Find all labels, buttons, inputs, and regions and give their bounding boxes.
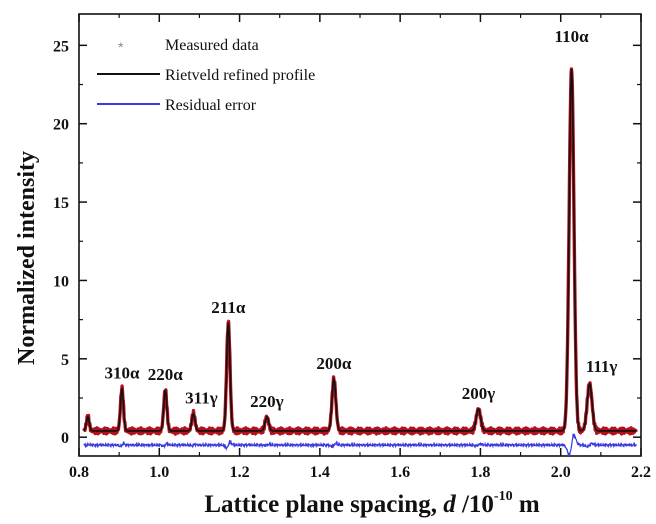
plot-frame <box>78 13 642 457</box>
y-tick-label: 25 <box>53 38 69 55</box>
peak-label: 220γ <box>250 392 284 411</box>
x-axis-title-unit: /10 <box>456 491 494 518</box>
x-tick-label: 2.0 <box>551 464 571 481</box>
series-measured-data <box>82 67 638 436</box>
x-axis-title: Lattice plane spacing, d /10-10 m <box>204 489 540 518</box>
legend-label-measured: Measured data <box>165 37 259 54</box>
y-tick-label: 15 <box>53 195 69 212</box>
y-tick-label: 20 <box>53 117 69 134</box>
x-axis-title-variable: d <box>443 491 456 518</box>
peak-label: 310α <box>104 364 140 383</box>
series-group <box>82 67 638 456</box>
x-axis-title-unit-suffix: m <box>513 491 540 518</box>
y-tick-label: 0 <box>61 430 69 447</box>
y-tick-label: 5 <box>61 352 69 369</box>
legend-label-residual: Residual error <box>165 97 257 114</box>
x-tick-label: 1.6 <box>390 464 410 481</box>
legend: * Measured data Rietveld refined profile… <box>97 37 315 114</box>
x-tick-label: 1.4 <box>310 464 330 481</box>
x-axis-title-exponent: -10 <box>494 489 513 504</box>
x-tick-label: 2.2 <box>631 464 651 481</box>
x-axis-title-main: Lattice plane spacing, <box>204 491 443 518</box>
x-tick-label: 1.8 <box>470 464 490 481</box>
legend-marker-measured: * <box>118 39 124 55</box>
series-rietveld-profile <box>83 68 637 432</box>
peak-label: 200γ <box>462 384 496 403</box>
y-axis-title: Normalized intensity <box>14 151 40 365</box>
peak-label: 311γ <box>185 389 218 408</box>
y-axis: 0 5 10 15 20 25 <box>53 38 641 447</box>
x-tick-label: 1.2 <box>230 464 250 481</box>
peak-label: 220α <box>148 365 184 384</box>
peak-label: 110α <box>555 27 590 46</box>
series-residual-error <box>83 432 637 456</box>
peak-label: 200α <box>316 354 352 373</box>
x-tick-label: 0.8 <box>69 464 89 481</box>
legend-label-profile: Rietveld refined profile <box>165 67 315 84</box>
x-tick-label: 1.0 <box>149 464 169 481</box>
peak-label: 111γ <box>586 357 618 376</box>
peak-label: 211α <box>211 298 246 317</box>
x-axis: 0.8 1.0 1.2 1.4 1.6 1.8 2.0 2.2 <box>69 14 651 481</box>
y-tick-label: 10 <box>53 273 69 290</box>
